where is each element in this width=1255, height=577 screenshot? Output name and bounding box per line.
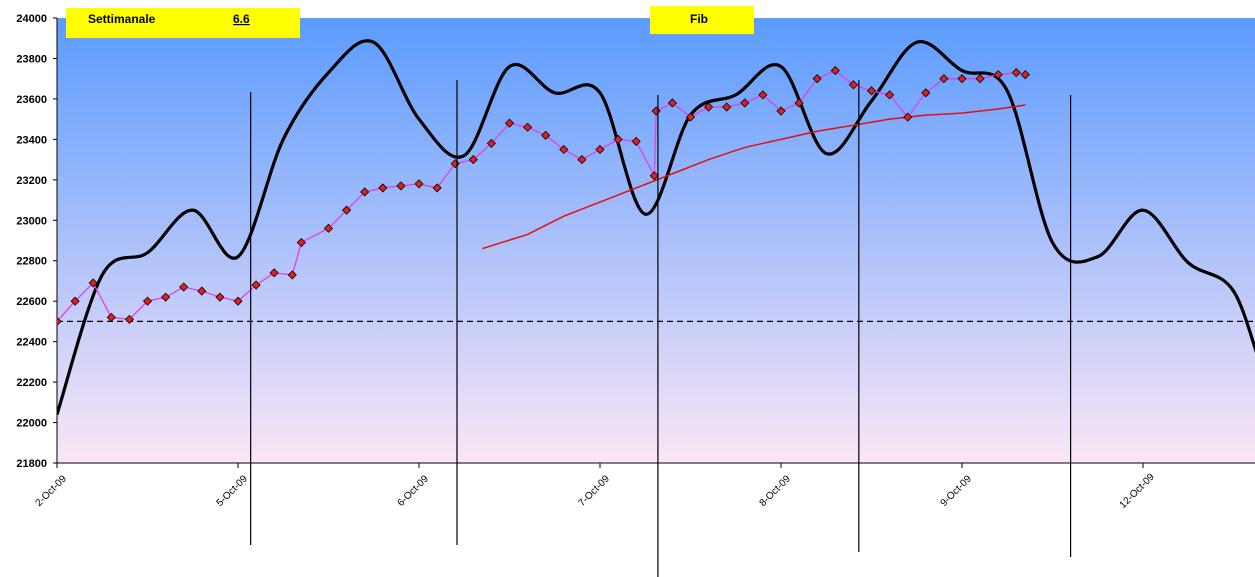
price-point	[215, 292, 225, 302]
price-point	[830, 66, 840, 76]
label-value: 6.6	[192, 8, 300, 38]
y-tick-label: 22400	[16, 337, 47, 349]
cycle-series-line	[57, 39, 1255, 415]
label-settimanale: Settimanale	[66, 8, 192, 38]
price-point	[88, 278, 98, 288]
price-point	[794, 98, 804, 108]
price-point	[848, 80, 858, 90]
price-point	[631, 136, 641, 146]
moving-average-line	[482, 104, 1026, 250]
price-point	[142, 296, 153, 306]
price-point	[296, 237, 306, 248]
price-point	[504, 118, 515, 128]
price-point	[360, 187, 370, 197]
price-point	[740, 98, 750, 108]
y-tick-label: 22000	[16, 418, 47, 430]
price-point	[57, 316, 62, 326]
price-point	[541, 130, 551, 140]
price-point	[342, 205, 352, 215]
x-tick-label: 9-Oct-09	[939, 473, 975, 509]
y-tick-label: 23800	[16, 53, 47, 65]
price-point	[559, 144, 569, 155]
price-point	[233, 296, 243, 306]
x-tick-label: 2-Oct-09	[34, 473, 70, 509]
price-point	[613, 134, 623, 144]
y-tick-label: 23200	[16, 175, 47, 187]
price-point	[414, 179, 424, 189]
x-axis: 2-Oct-09 5-Oct-09 6-Oct-09 7-Oct-09 8-Oct-09…	[34, 462, 1255, 511]
y-tick-label: 21800	[16, 458, 47, 470]
price-point	[251, 280, 261, 290]
x-tick-label: 12-Oct-09	[1118, 471, 1158, 511]
y-axis: 21800 22000 22200 22400 22600 22800 23000 23200…	[16, 13, 58, 470]
price-point	[649, 171, 659, 181]
x-tick-label: 7-Oct-09	[577, 473, 613, 509]
price-point	[269, 268, 279, 278]
price-point	[1011, 68, 1021, 78]
price-point	[378, 183, 388, 193]
price-point	[722, 102, 732, 112]
y-tick-label: 22600	[16, 296, 47, 308]
y-tick-label: 23600	[16, 94, 47, 106]
price-point	[758, 90, 768, 100]
price-point	[667, 98, 677, 108]
price-point	[993, 70, 1003, 80]
price-point	[866, 86, 877, 96]
price-point	[1020, 70, 1030, 80]
x-tick-label: 6-Oct-09	[396, 473, 432, 509]
x-tick-label: 8-Oct-09	[758, 473, 794, 509]
price-point	[197, 286, 207, 296]
y-tick-label: 22800	[16, 256, 47, 268]
price-point	[903, 112, 913, 122]
price-point	[885, 90, 895, 100]
price-point	[323, 223, 334, 233]
price-point	[106, 312, 116, 322]
price-point	[161, 292, 171, 302]
label-fib: Fib	[650, 6, 754, 34]
price-point	[70, 296, 80, 306]
svg-text:Fib: Fib	[690, 12, 708, 26]
price-point	[396, 181, 406, 191]
price-point	[957, 74, 967, 84]
price-point	[595, 144, 605, 155]
price-point	[287, 270, 297, 280]
y-tick-label: 22200	[16, 377, 47, 389]
svg-text:6.6: 6.6	[233, 12, 250, 26]
price-point	[921, 88, 931, 98]
price-point	[179, 282, 189, 292]
y-tick-label: 23400	[16, 134, 47, 146]
price-point	[124, 314, 134, 324]
price-point	[432, 183, 442, 193]
plot-background	[57, 18, 1255, 463]
price-point	[975, 74, 985, 84]
price-point	[486, 138, 496, 148]
price-point	[776, 106, 786, 116]
y-tick-label: 24000	[16, 13, 47, 25]
price-point	[685, 112, 696, 122]
price-point	[468, 155, 478, 165]
x-tick-label: 5-Oct-09	[215, 473, 251, 509]
price-point	[577, 155, 587, 165]
price-point	[939, 74, 949, 84]
y-tick-label: 23000	[16, 215, 47, 227]
price-point	[812, 74, 822, 84]
svg-text:Settimanale: Settimanale	[88, 12, 156, 26]
price-point	[704, 102, 714, 112]
cycle-boundary-lines	[250, 80, 1072, 577]
price-point	[523, 122, 533, 132]
